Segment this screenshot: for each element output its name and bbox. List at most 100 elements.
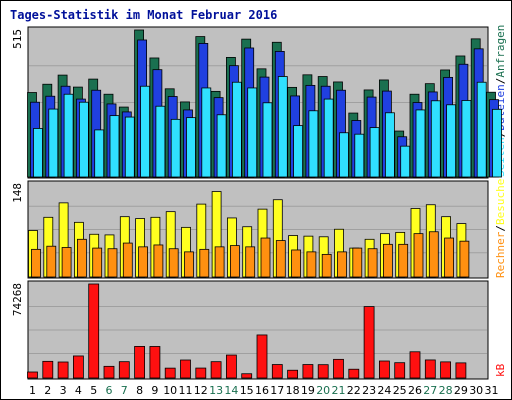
bar-rechner-day-8 <box>138 246 149 278</box>
x-tick-label: 16 <box>255 384 269 397</box>
bar-rechner-day-4 <box>77 238 87 278</box>
bar-kb-day-28 <box>440 361 452 379</box>
bar-seiten-day-13 <box>216 114 227 178</box>
x-tick-label: 4 <box>75 384 82 397</box>
bar-kb-day-29 <box>455 362 467 379</box>
bar-rechner-day-23 <box>367 248 378 278</box>
bar-kb-day-13 <box>210 361 222 379</box>
x-tick-label: 12 <box>194 384 208 397</box>
x-tick-label: 7 <box>121 384 128 397</box>
x-tick-label: 26 <box>408 384 422 397</box>
bar-rechner-day-24 <box>382 243 393 278</box>
x-tick-label: 15 <box>240 384 254 397</box>
x-tick-label: 27 <box>423 384 437 397</box>
bar-seiten-day-25 <box>400 145 411 178</box>
bar-seiten-day-17 <box>277 76 288 178</box>
bar-seiten-day-21 <box>339 132 349 178</box>
bar-rechner-day-16 <box>260 237 271 278</box>
x-tick-label: 3 <box>60 384 67 397</box>
bar-seiten-day-6 <box>109 115 120 178</box>
bar-seiten-day-15 <box>247 87 258 178</box>
x-tick-label: 25 <box>393 384 407 397</box>
bar-kb-day-4 <box>73 355 84 379</box>
chart-title: Tages-Statistik im Monat Februar 2016 <box>10 8 277 22</box>
bar-rechner-day-29 <box>459 240 470 278</box>
bar-rechner-day-7 <box>122 242 133 278</box>
bar-kb-day-6 <box>103 365 115 379</box>
x-tick-label: 5 <box>90 384 97 397</box>
bar-rechner-day-26 <box>413 233 424 278</box>
legend-rechner: Rechner <box>494 231 507 278</box>
legend-anfragen: Anfragen <box>494 25 507 78</box>
bar-seiten-day-2 <box>48 108 59 178</box>
chart-bars <box>27 29 502 379</box>
x-tick-label: 30 <box>469 384 483 397</box>
legend-bottom: kB <box>494 363 507 377</box>
bar-kb-day-18 <box>287 369 299 379</box>
bar-seiten-day-10 <box>170 118 181 178</box>
x-tick-label: 24 <box>377 384 391 397</box>
bar-seiten-day-4 <box>79 101 89 178</box>
x-tick-label: 18 <box>286 384 300 397</box>
bar-seiten-day-7 <box>124 116 135 178</box>
bar-kb-day-8 <box>134 346 146 379</box>
bar-rechner-day-19 <box>306 251 317 278</box>
bar-rechner-day-5 <box>92 247 103 278</box>
bar-kb-day-27 <box>424 359 436 379</box>
x-tick-label: 13 <box>209 384 223 397</box>
x-tick-label: 19 <box>301 384 315 397</box>
bar-rechner-day-22 <box>352 247 363 278</box>
bar-rechner-day-17 <box>275 240 286 278</box>
bar-kb-day-21 <box>333 358 344 379</box>
bar-kb-day-16 <box>256 334 268 379</box>
x-tick-label: 6 <box>106 384 113 397</box>
bar-rechner-day-1 <box>31 248 41 278</box>
x-tick-label: 21 <box>332 384 346 397</box>
x-tick-label: 1 <box>29 384 36 397</box>
x-axis-ticks: 1 2 3 4 5 6 7 8 9 10 11 12 13 14 15 16 17 18 19 20 21 22 23 24 2… <box>29 384 499 397</box>
legend-separator: / <box>494 225 507 232</box>
bar-rechner-day-2 <box>46 245 57 278</box>
x-tick-label: 28 <box>439 384 453 397</box>
bar-seiten-day-30 <box>476 81 487 178</box>
bar-kb-day-24 <box>378 360 390 379</box>
bar-rechner-day-18 <box>291 249 302 278</box>
bar-rechner-day-21 <box>337 251 347 278</box>
bar-seiten-day-28 <box>446 104 457 178</box>
bar-rechner-day-3 <box>61 247 72 278</box>
bar-seiten-day-22 <box>354 133 365 178</box>
bar-seiten-day-29 <box>461 100 472 178</box>
bar-rechner-day-13 <box>214 246 225 278</box>
bar-seiten-day-16 <box>262 102 273 178</box>
bar-seiten-day-26 <box>415 109 426 178</box>
bar-kb-day-25 <box>394 362 406 379</box>
x-tick-label: 8 <box>136 384 143 397</box>
bar-rechner-day-11 <box>184 251 194 278</box>
bar-kb-day-10 <box>164 367 176 379</box>
bar-kb-day-26 <box>409 351 421 379</box>
x-tick-label: 20 <box>316 384 330 397</box>
bar-kb-day-22 <box>348 368 360 379</box>
bar-rechner-day-28 <box>444 237 455 278</box>
bar-rechner-day-25 <box>398 243 409 278</box>
bar-kb-day-19 <box>302 364 314 379</box>
bar-seiten-day-31 <box>492 108 502 178</box>
bar-kb-day-23 <box>363 306 375 379</box>
bar-rechner-day-6 <box>107 248 118 278</box>
x-tick-label: 23 <box>362 384 376 397</box>
bar-rechner-day-15 <box>245 246 256 278</box>
bar-rechner-day-27 <box>428 231 439 278</box>
legend-separator: / <box>494 78 507 85</box>
bar-kb-day-17 <box>271 364 283 379</box>
x-tick-label: 22 <box>347 384 361 397</box>
bar-kb-day-1 <box>27 371 38 379</box>
bar-seiten-day-12 <box>201 87 212 178</box>
x-tick-label: 10 <box>163 384 177 397</box>
bar-seiten-day-27 <box>430 100 441 178</box>
bar-seiten-day-5 <box>94 129 105 178</box>
x-tick-label: 14 <box>224 384 238 397</box>
bar-rechner-day-12 <box>199 248 210 278</box>
ytick-middle-max: 148 <box>11 183 24 203</box>
legend-besuche: Besuche <box>494 179 507 225</box>
